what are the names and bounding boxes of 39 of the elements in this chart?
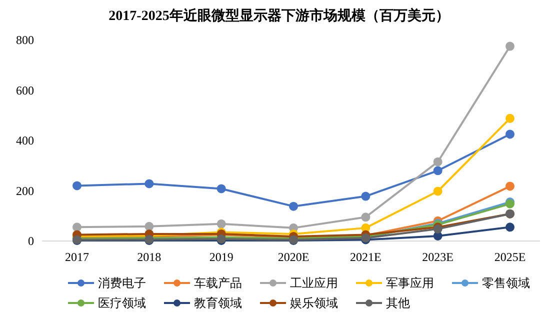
point [506,182,514,191]
point [433,166,442,176]
y-tick-label: 800 [16,33,34,48]
point [72,181,82,190]
point [144,179,154,188]
legend-label: 医疗领域 [98,296,146,310]
point [216,184,226,194]
legend-label: 消费电子 [98,276,146,290]
x-tick-label: 2019 [209,250,234,264]
point [361,192,370,201]
legend-label: 工业应用 [290,276,338,290]
legend-label: 车载产品 [194,276,242,290]
legend-label: 娱乐领域 [290,296,338,310]
point [433,157,442,166]
y-tick-label: 0 [28,234,34,248]
point [216,219,226,228]
legend-label: 其他 [386,296,410,310]
x-tick-label: 2021E [350,250,382,264]
point [361,212,370,222]
legend-label: 零售领域 [482,276,530,290]
x-tick-label: 2017 [65,250,89,264]
point [289,202,298,211]
x-tick-label: 2018 [137,250,162,264]
point [506,130,514,139]
point [433,186,442,196]
x-tick-label: 2025E [494,250,526,264]
point [506,114,514,123]
x-tick-label: 2020E [278,250,310,264]
point [144,222,154,231]
y-tick-label: 400 [16,134,34,148]
legend-label: 教育领域 [194,296,242,310]
point [506,42,514,51]
point [506,222,514,232]
chart-title: 2017-2025年近眼微型显示器下游市场规模（百万美元） [108,7,450,24]
x-tick-label: 2023E [422,250,454,264]
point [72,222,82,232]
legend-label: 军事应用 [386,276,434,290]
y-tick-label: 600 [16,83,34,98]
y-tick-label: 200 [16,184,34,198]
